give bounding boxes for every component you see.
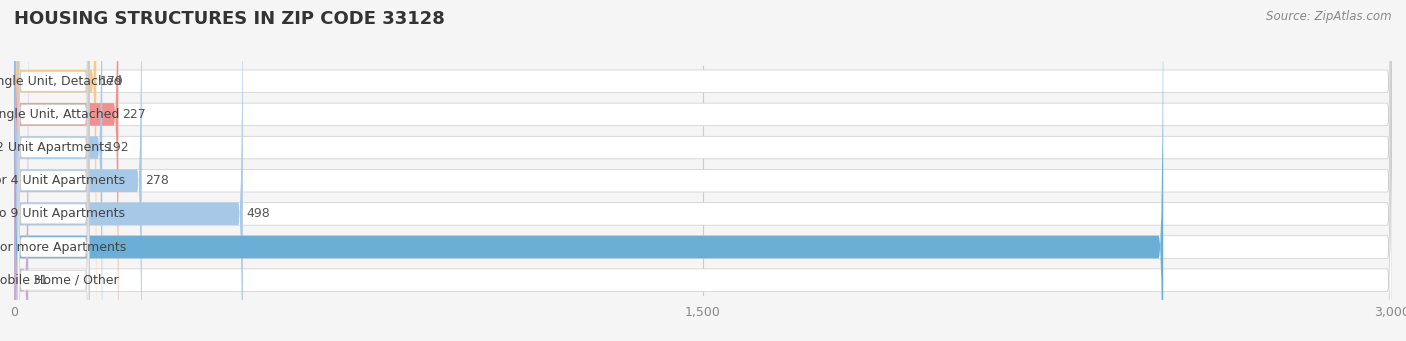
FancyBboxPatch shape xyxy=(14,0,1392,341)
Text: 3 or 4 Unit Apartments: 3 or 4 Unit Apartments xyxy=(0,174,125,187)
Text: Source: ZipAtlas.com: Source: ZipAtlas.com xyxy=(1267,10,1392,23)
FancyBboxPatch shape xyxy=(18,0,89,341)
Text: Mobile Home / Other: Mobile Home / Other xyxy=(0,274,118,287)
FancyBboxPatch shape xyxy=(14,0,243,341)
Text: Single Unit, Detached: Single Unit, Detached xyxy=(0,75,122,88)
FancyBboxPatch shape xyxy=(14,0,1392,341)
Text: 31: 31 xyxy=(32,274,48,287)
FancyBboxPatch shape xyxy=(18,0,89,341)
FancyBboxPatch shape xyxy=(18,0,89,341)
FancyBboxPatch shape xyxy=(14,0,142,341)
Text: 498: 498 xyxy=(246,207,270,220)
Text: 278: 278 xyxy=(145,174,169,187)
FancyBboxPatch shape xyxy=(14,0,1392,341)
FancyBboxPatch shape xyxy=(18,0,89,337)
Text: 192: 192 xyxy=(105,141,129,154)
FancyBboxPatch shape xyxy=(14,0,118,341)
FancyBboxPatch shape xyxy=(18,0,89,341)
Text: 5 to 9 Unit Apartments: 5 to 9 Unit Apartments xyxy=(0,207,125,220)
FancyBboxPatch shape xyxy=(14,0,1392,341)
FancyBboxPatch shape xyxy=(14,0,103,341)
FancyBboxPatch shape xyxy=(14,0,1163,341)
Text: 227: 227 xyxy=(122,108,146,121)
Text: Single Unit, Attached: Single Unit, Attached xyxy=(0,108,120,121)
FancyBboxPatch shape xyxy=(18,0,89,341)
FancyBboxPatch shape xyxy=(18,25,89,341)
Text: 179: 179 xyxy=(100,75,124,88)
FancyBboxPatch shape xyxy=(14,0,28,341)
Text: 10 or more Apartments: 10 or more Apartments xyxy=(0,240,127,254)
Text: 2,502: 2,502 xyxy=(1167,240,1202,254)
FancyBboxPatch shape xyxy=(14,0,96,341)
Text: 2 Unit Apartments: 2 Unit Apartments xyxy=(0,141,111,154)
FancyBboxPatch shape xyxy=(14,0,1392,341)
FancyBboxPatch shape xyxy=(14,0,1392,341)
Text: HOUSING STRUCTURES IN ZIP CODE 33128: HOUSING STRUCTURES IN ZIP CODE 33128 xyxy=(14,10,444,28)
FancyBboxPatch shape xyxy=(14,0,1392,341)
